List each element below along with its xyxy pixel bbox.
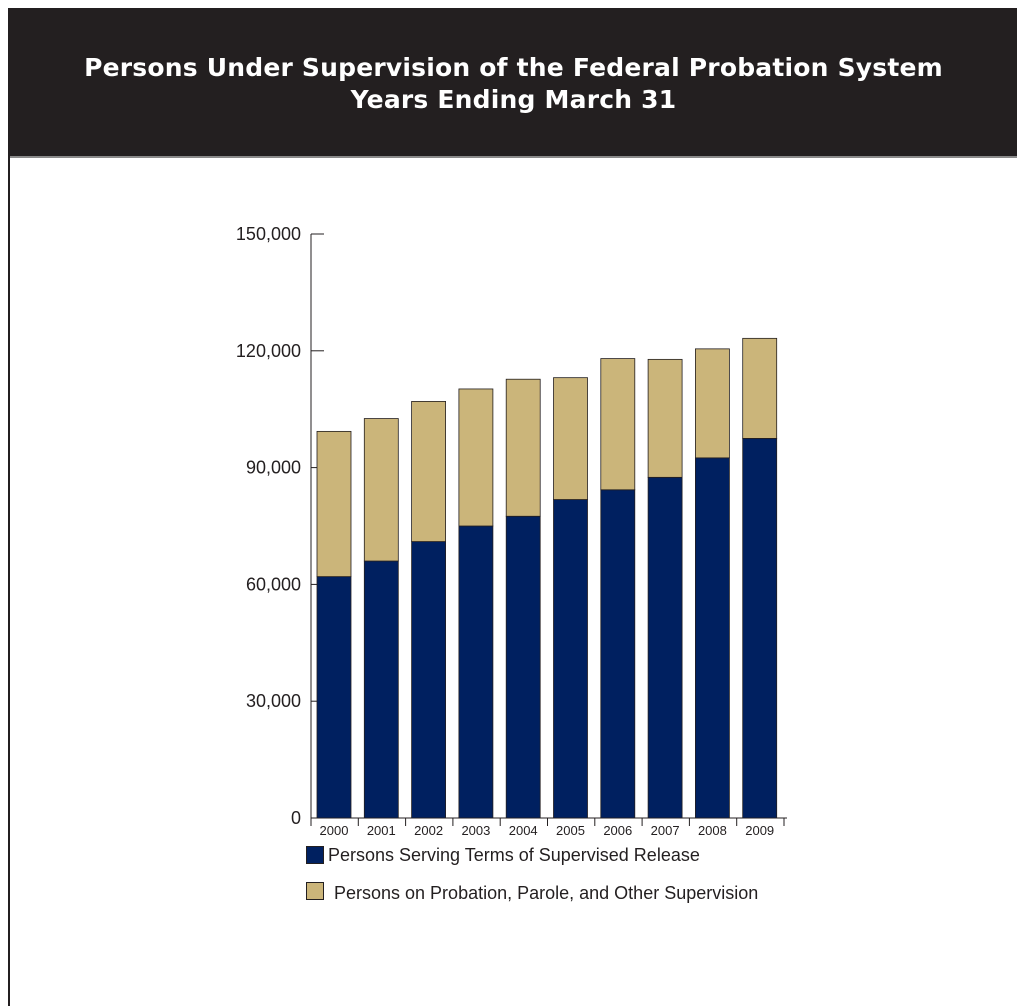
legend-label-supervised-release: Persons Serving Terms of Supervised Rele… xyxy=(328,845,700,865)
bar-supervised-release xyxy=(553,499,588,819)
bar-supervised-release xyxy=(411,541,447,819)
chart-subtitle: Years Ending March 31 xyxy=(350,85,677,114)
x-tick-label: 2008 xyxy=(698,823,727,838)
y-tick-label: 30,000 xyxy=(246,691,301,711)
y-tick-label: 0 xyxy=(291,808,301,828)
x-tick-label: 2007 xyxy=(651,823,680,838)
bar-probation-parole xyxy=(505,378,541,517)
x-tick-label: 2003 xyxy=(461,823,490,838)
y-tick-label: 150,000 xyxy=(236,224,301,244)
x-tick-label: 2000 xyxy=(320,823,349,838)
x-tick-label: 2009 xyxy=(745,823,774,838)
legend-swatch-probation-parole xyxy=(306,882,324,900)
bar-probation-parole xyxy=(553,377,588,500)
bar-probation-parole xyxy=(411,401,447,542)
legend-swatch-supervised-release xyxy=(306,846,324,864)
bar-probation-parole xyxy=(600,358,636,491)
bar-supervised-release xyxy=(600,489,636,819)
y-tick-label: 120,000 xyxy=(236,341,301,361)
bar-probation-parole xyxy=(458,388,494,527)
bar-supervised-release xyxy=(505,515,541,819)
x-tick-label: 2006 xyxy=(603,823,632,838)
bar-supervised-release xyxy=(742,437,778,819)
x-tick-label: 2001 xyxy=(367,823,396,838)
bar-supervised-release xyxy=(647,476,683,819)
bar-probation-parole xyxy=(363,418,399,562)
y-tick-label: 60,000 xyxy=(246,574,301,594)
chart-header: Persons Under Supervision of the Federal… xyxy=(10,10,1017,158)
x-tick-label: 2004 xyxy=(509,823,538,838)
chart-title: Persons Under Supervision of the Federal… xyxy=(84,53,943,82)
x-tick-label: 2002 xyxy=(414,823,443,838)
bar-supervised-release xyxy=(458,525,494,819)
bar-supervised-release xyxy=(363,560,399,819)
y-tick-label: 90,000 xyxy=(246,458,301,478)
bar-probation-parole xyxy=(695,348,730,459)
bar-supervised-release xyxy=(316,576,352,819)
bar-supervised-release xyxy=(695,457,730,819)
bar-probation-parole xyxy=(742,337,778,439)
bar-probation-parole xyxy=(316,430,352,578)
x-tick-label: 2005 xyxy=(556,823,585,838)
legend-label-probation-parole: Persons on Probation, Parole, and Other … xyxy=(334,883,759,903)
chart-frame: Persons Under Supervision of the Federal… xyxy=(8,8,1017,1006)
bar-probation-parole xyxy=(647,358,683,478)
